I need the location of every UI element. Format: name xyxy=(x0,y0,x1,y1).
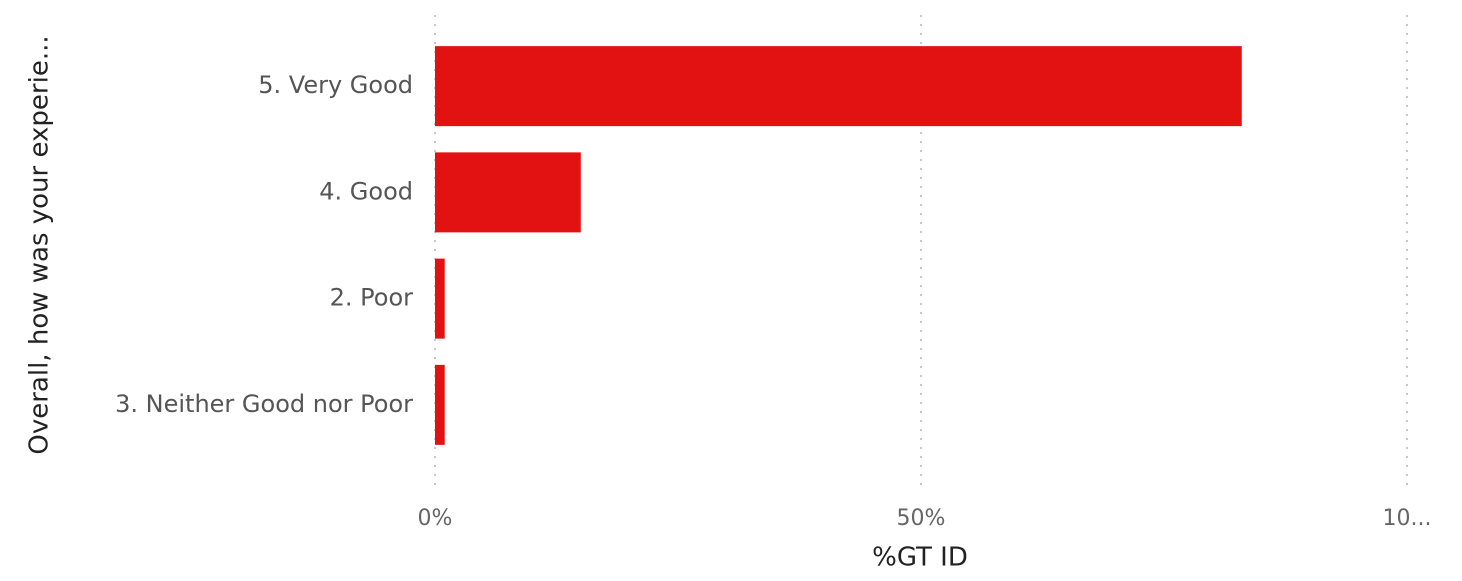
bar xyxy=(435,364,445,445)
x-tick-label: 0% xyxy=(418,506,453,531)
y-tick-label: 5. Very Good xyxy=(258,71,413,99)
bar xyxy=(435,258,445,339)
y-tick-label: 3. Neither Good nor Poor xyxy=(115,390,413,418)
bar xyxy=(435,152,581,233)
bar xyxy=(435,46,1242,127)
x-tick-label: 50% xyxy=(897,506,946,531)
y-tick-label: 4. Good xyxy=(319,177,413,205)
y-tick-label: 2. Poor xyxy=(330,284,414,312)
y-axis-title: Overall, how was your experie... xyxy=(25,35,55,454)
x-tick-label: 10... xyxy=(1383,506,1432,531)
x-axis-title: %GT ID xyxy=(872,543,968,573)
